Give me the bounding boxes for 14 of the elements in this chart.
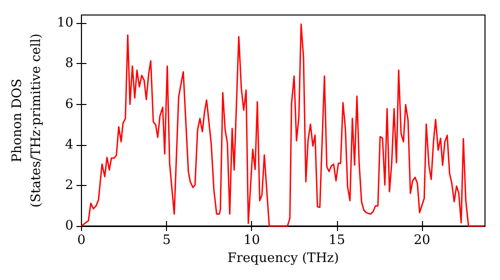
line-series <box>80 23 486 227</box>
y-tick-label: 8 <box>65 56 74 72</box>
y-axis-title: Phonon DOS (States/THz·primitive cell) <box>10 33 44 208</box>
y-tick-label: 0 <box>65 218 74 234</box>
x-tick-label: 10 <box>243 233 260 248</box>
x-axis-title: Frequency (THz) <box>227 250 339 266</box>
x-tick-label: 0 <box>77 233 86 248</box>
y-tick-label: 4 <box>65 137 74 152</box>
x-tick-label: 15 <box>328 233 346 248</box>
x-tick-label: 20 <box>414 233 430 248</box>
y-tick-label: 6 <box>65 96 74 112</box>
y-tick-label: 2 <box>65 178 74 193</box>
x-tick-label: 5 <box>162 233 171 248</box>
y-tick-label: 10 <box>56 16 74 31</box>
